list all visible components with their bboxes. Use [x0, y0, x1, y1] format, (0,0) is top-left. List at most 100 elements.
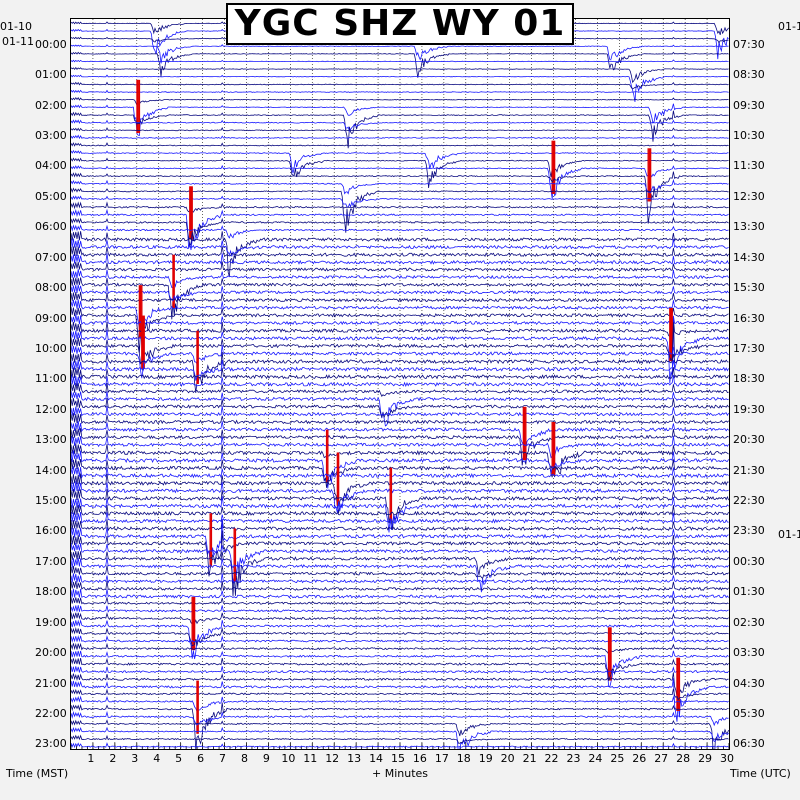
- trace-line: [71, 488, 729, 529]
- trace-line: [71, 149, 729, 174]
- right-hour-label: 15:30: [733, 281, 765, 295]
- minute-tick-label: 20: [500, 752, 515, 765]
- trace-line: [71, 322, 729, 372]
- left-hour-label: 01:00: [35, 68, 67, 82]
- minute-tick-label: 26: [632, 752, 647, 765]
- trace-line: [71, 398, 729, 419]
- left-hour-label: 22:00: [35, 706, 67, 720]
- trace-line: [71, 367, 729, 380]
- right-hour-label: 18:30: [733, 372, 765, 386]
- trace-line: [71, 66, 729, 84]
- minute-tick-label: 23: [566, 752, 581, 765]
- minute-tick-label: 3: [131, 752, 139, 765]
- trace-line: [71, 481, 729, 514]
- minute-tick-label: 7: [219, 752, 227, 765]
- trace-line: [71, 458, 729, 488]
- left-hour-label: 06:00: [35, 220, 67, 234]
- trace-line: [71, 413, 729, 425]
- right-hour-label: 17:30: [733, 341, 765, 355]
- trace-line: [71, 284, 729, 302]
- left-hour-label: 03:00: [35, 129, 67, 143]
- x-axis-left-label: Time (MST): [6, 767, 69, 780]
- trace-line: [71, 657, 729, 681]
- trace-line: [71, 642, 729, 655]
- minute-tick-label: 19: [478, 752, 493, 765]
- trace-line: [71, 44, 729, 64]
- trace-line: [71, 314, 729, 326]
- trace-line: [71, 672, 729, 698]
- trace-line: [71, 359, 729, 381]
- trace-line: [71, 201, 729, 213]
- trace-line: [71, 238, 729, 257]
- minute-tick-label: 25: [610, 752, 625, 765]
- trace-line: [71, 688, 729, 701]
- left-hour-label: 14:00: [35, 463, 67, 477]
- trace-line: [71, 344, 729, 379]
- trace-line: [71, 208, 729, 251]
- left-hour-label: 20:00: [35, 646, 67, 660]
- left-date-top: 01-10: [0, 20, 32, 33]
- trace-line: [71, 306, 729, 353]
- trace-line: [71, 134, 729, 140]
- minute-tick-label: 9: [262, 752, 270, 765]
- trace-line: [71, 719, 729, 749]
- minute-tick-label: 11: [303, 752, 318, 765]
- trace-line: [71, 518, 729, 566]
- minute-tick-label: 27: [654, 752, 669, 765]
- right-hour-label: 11:30: [733, 159, 765, 173]
- right-hour-label: 10:30: [733, 129, 765, 143]
- trace-line: [71, 246, 729, 258]
- trace-line: [71, 119, 729, 133]
- minute-tick-label: 30: [720, 752, 734, 765]
- trace-line: [71, 318, 729, 338]
- trace-line: [71, 157, 729, 189]
- right-hour-label: 14:30: [733, 250, 765, 264]
- trace-line: [71, 126, 729, 132]
- left-hour-label: 10:00: [35, 341, 67, 355]
- minute-tick-label: 17: [434, 752, 449, 765]
- right-hour-label: 06:30: [733, 737, 765, 751]
- left-hour-label: 19:00: [35, 615, 67, 629]
- left-hour-label: 09:00: [35, 311, 67, 325]
- left-hour-label: 04:00: [35, 159, 67, 173]
- trace-line: [71, 650, 729, 688]
- right-hour-label: 22:30: [733, 494, 765, 508]
- trace-line: [71, 59, 729, 63]
- minute-tick-label: 22: [544, 752, 559, 765]
- trace-line: [71, 635, 729, 643]
- left-hour-label: 12:00: [35, 402, 67, 416]
- minute-tick-label: 21: [522, 752, 537, 765]
- left-hour-label: 07:00: [35, 250, 67, 264]
- trace-line: [71, 588, 729, 599]
- left-hour-label: 17:00: [35, 554, 67, 568]
- trace-line: [71, 435, 729, 459]
- left-hour-label: 00:00: [35, 37, 67, 51]
- trace-line: [71, 51, 729, 78]
- left-hour-label: 23:00: [35, 737, 67, 751]
- minute-tick-label: 28: [676, 752, 691, 765]
- right-hour-label: 00:30: [733, 554, 765, 568]
- x-axis-right-label: Time (UTC): [730, 767, 791, 780]
- left-hour-label: 11:00: [35, 372, 67, 386]
- trace-line: [71, 619, 729, 660]
- left-hour-label: 13:00: [35, 433, 67, 447]
- trace-line: [71, 187, 729, 233]
- station-title: YGC SHZ WY 01: [226, 3, 574, 45]
- trace-line: [71, 726, 729, 749]
- minute-tick-label: 16: [412, 752, 427, 765]
- trace-line: [71, 291, 729, 303]
- trace-line: [71, 164, 729, 199]
- trace-line: [71, 605, 729, 613]
- trace-line: [71, 542, 729, 584]
- trace-line: [71, 194, 729, 208]
- minute-tick-label: 6: [197, 752, 205, 765]
- left-hour-label: 08:00: [35, 281, 67, 295]
- right-hour-label: 02:30: [733, 615, 765, 629]
- x-axis-center-label: + Minutes: [372, 767, 429, 780]
- left-hour-label: 21:00: [35, 676, 67, 690]
- trace-line: [71, 374, 729, 388]
- trace-line: [71, 317, 729, 384]
- minute-tick-label: 5: [175, 752, 183, 765]
- helicorder-plot: [70, 18, 730, 750]
- trace-line: [71, 519, 729, 532]
